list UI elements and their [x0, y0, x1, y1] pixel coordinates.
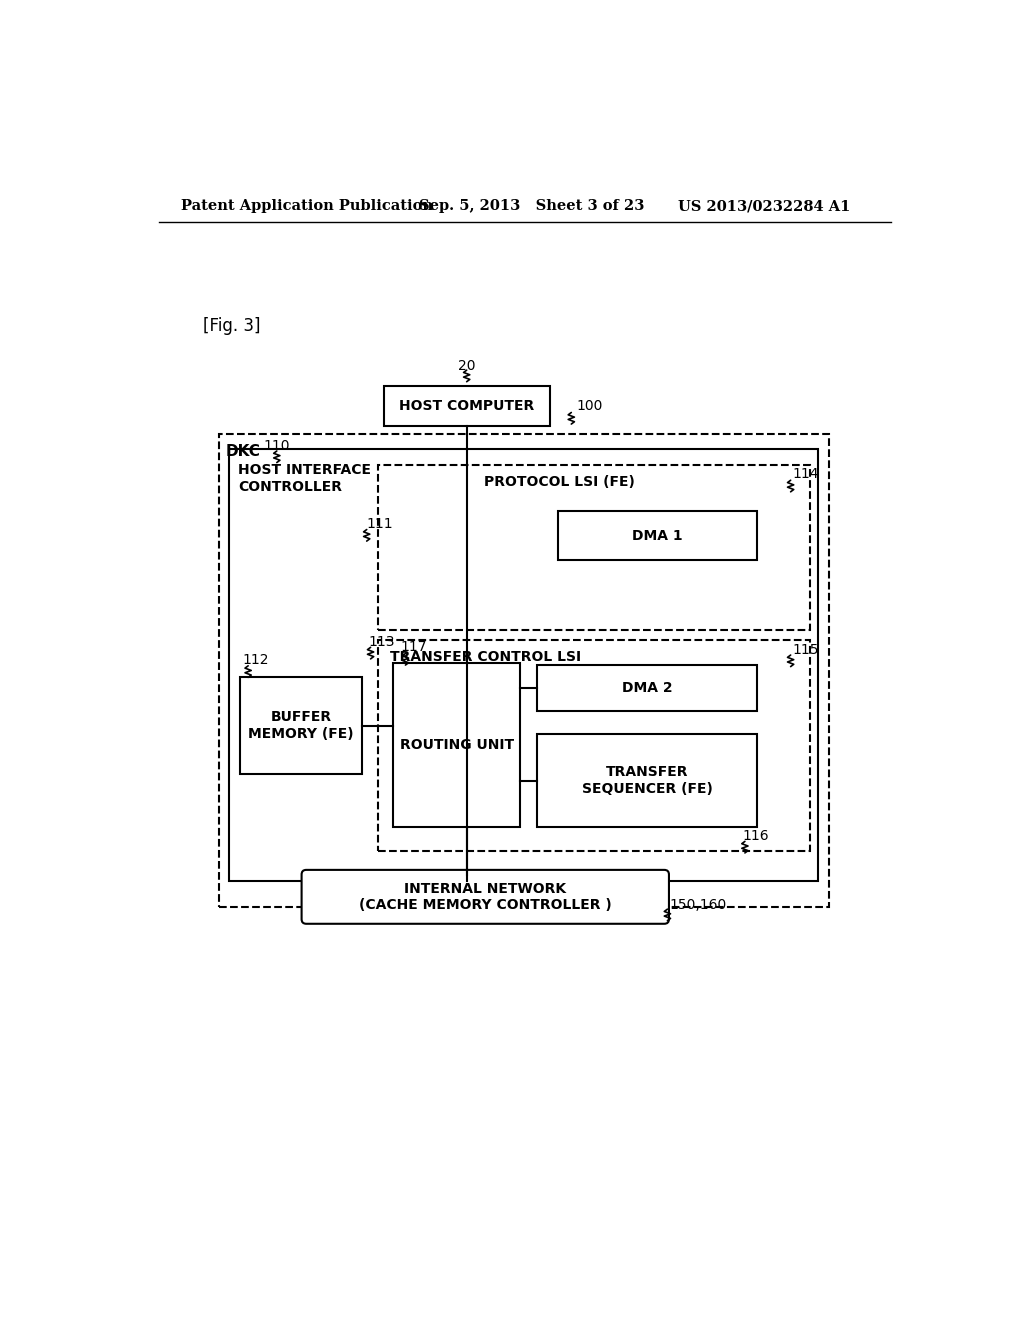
Text: DMA 1: DMA 1: [633, 529, 683, 543]
Bar: [241, 677, 362, 775]
Text: DKC: DKC: [225, 444, 260, 458]
Bar: [384, 385, 550, 426]
Text: HOST COMPUTER: HOST COMPUTER: [399, 399, 535, 413]
Bar: [538, 665, 758, 711]
Text: Patent Application Publication: Patent Application Publication: [180, 199, 433, 213]
Bar: [538, 734, 758, 826]
Text: 112: 112: [243, 653, 269, 668]
Text: 113: 113: [369, 635, 394, 649]
Text: INTERNAL NETWORK
(CACHE MEMORY CONTROLLER ): INTERNAL NETWORK (CACHE MEMORY CONTROLLE…: [358, 882, 611, 912]
Bar: [219, 434, 829, 907]
Text: ROUTING UNIT: ROUTING UNIT: [399, 738, 514, 752]
Bar: [558, 511, 758, 561]
Text: TRANSFER
SEQUENCER (FE): TRANSFER SEQUENCER (FE): [582, 766, 713, 796]
Text: TRANSFER CONTROL LSI: TRANSFER CONTROL LSI: [390, 649, 582, 664]
Text: PROTOCOL LSI (FE): PROTOCOL LSI (FE): [483, 475, 635, 488]
Text: 150,160: 150,160: [669, 899, 726, 912]
Text: 114: 114: [793, 467, 818, 480]
Text: 117: 117: [400, 640, 427, 655]
Text: 115: 115: [793, 643, 818, 656]
Text: 111: 111: [367, 517, 393, 531]
Text: US 2013/0232284 A1: US 2013/0232284 A1: [678, 199, 851, 213]
Text: 110: 110: [263, 438, 290, 453]
Bar: [228, 449, 818, 880]
Text: 116: 116: [742, 829, 769, 843]
Text: DMA 2: DMA 2: [622, 681, 673, 696]
Text: BUFFER
MEMORY (FE): BUFFER MEMORY (FE): [249, 710, 354, 741]
Text: [Fig. 3]: [Fig. 3]: [203, 317, 261, 335]
Bar: [393, 663, 520, 826]
FancyBboxPatch shape: [302, 870, 669, 924]
Bar: [378, 465, 810, 630]
Text: HOST INTERFACE
CONTROLLER: HOST INTERFACE CONTROLLER: [238, 463, 371, 494]
Text: 20: 20: [458, 359, 475, 374]
Text: Sep. 5, 2013   Sheet 3 of 23: Sep. 5, 2013 Sheet 3 of 23: [419, 199, 644, 213]
Text: 100: 100: [575, 400, 602, 413]
Bar: [378, 640, 810, 851]
